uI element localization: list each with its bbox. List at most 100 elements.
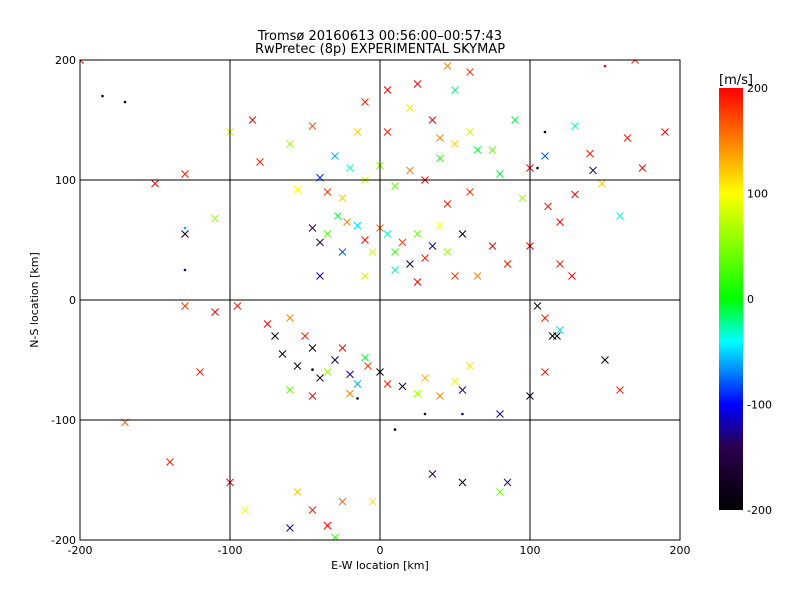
data-point-dot — [183, 268, 187, 272]
data-point-cross — [353, 128, 362, 136]
data-point-cross — [496, 410, 504, 418]
data-point-cross — [211, 308, 219, 316]
data-point-cross — [496, 170, 504, 178]
data-point-cross — [286, 524, 294, 532]
data-point-cross — [473, 272, 482, 280]
data-point-cross — [308, 224, 317, 232]
data-point-cross — [556, 218, 564, 226]
data-point-cross — [383, 230, 392, 238]
data-point-cross — [413, 389, 422, 398]
chart-title-line2: RwPretec (8p) EXPERIMENTAL SKYMAP — [255, 42, 505, 57]
data-point-cross — [368, 248, 377, 256]
colorbar-tick-label: -100 — [747, 399, 772, 412]
data-point-cross — [466, 128, 474, 136]
data-point-cross — [571, 190, 579, 199]
data-point-cross — [383, 128, 392, 136]
data-point-cross — [428, 470, 437, 478]
data-point-cross — [443, 62, 452, 70]
data-point-cross — [488, 242, 497, 250]
data-point-cross — [181, 170, 189, 178]
colorbar-tick-label: -200 — [747, 504, 772, 517]
data-point-cross — [556, 260, 564, 268]
data-point-cross — [443, 200, 452, 208]
x-tick-label: 0 — [377, 544, 384, 557]
data-point-cross — [496, 488, 504, 496]
data-point-cross — [616, 386, 624, 394]
data-point-dot — [311, 368, 314, 371]
data-point-cross — [323, 188, 332, 196]
data-point-cross — [233, 302, 242, 310]
data-point-cross — [623, 134, 632, 142]
data-point-cross — [391, 266, 399, 274]
data-point-cross — [286, 386, 294, 394]
data-point-cross — [383, 86, 392, 94]
data-point-cross — [556, 326, 564, 334]
data-point-cross — [271, 332, 279, 340]
data-point-cross — [241, 506, 249, 514]
y-axis-ticks: -200 -100 0 100 200 — [51, 54, 680, 547]
data-point-cross — [316, 238, 324, 247]
data-point-cross — [301, 332, 309, 340]
data-point-cross — [638, 164, 647, 172]
data-point-cross — [598, 179, 606, 188]
data-point-cross — [181, 230, 189, 238]
data-point-cross — [451, 140, 459, 148]
data-point-cross — [316, 272, 324, 280]
colorbar — [719, 88, 743, 510]
y-tick-label: 100 — [55, 174, 76, 187]
data-point-cross — [466, 68, 474, 76]
data-point-cross — [589, 166, 597, 175]
data-point-cross — [601, 356, 609, 364]
y-tick-label: -100 — [51, 414, 76, 427]
data-point-cross — [286, 140, 294, 148]
data-point-cross — [361, 98, 369, 106]
data-point-cross — [286, 314, 294, 322]
data-point-dot — [356, 397, 359, 400]
data-point-cross — [568, 272, 576, 280]
x-tick-label: -200 — [68, 544, 93, 557]
data-point-cross — [421, 254, 429, 262]
data-point-cross — [428, 116, 437, 124]
data-point-cross — [343, 218, 351, 226]
data-point-cross — [308, 344, 317, 352]
data-point-cross — [398, 238, 407, 247]
data-point-cross — [473, 146, 482, 154]
colorbar-label: [m/s] — [719, 73, 753, 88]
data-point-cross — [451, 377, 459, 386]
data-point-cross — [511, 116, 519, 124]
data-point-cross — [256, 158, 264, 166]
data-point-cross — [458, 386, 467, 394]
data-point-cross — [451, 272, 459, 280]
y-tick-label: 0 — [69, 294, 76, 307]
data-point-cross — [346, 389, 354, 398]
chart-title-line1: Tromsø 20160613 00:56:00–00:57:43 — [257, 29, 502, 44]
data-point-cross — [361, 272, 369, 280]
data-point-cross — [661, 128, 669, 136]
data-point-cross — [338, 344, 347, 352]
data-point-cross — [346, 164, 354, 172]
data-point-cross — [503, 260, 512, 268]
data-point-cross — [293, 488, 302, 496]
data-point-cross — [503, 478, 512, 487]
data-point-cross — [346, 370, 354, 379]
data-point-cross — [413, 278, 422, 286]
data-point-cross — [541, 152, 549, 160]
data-point-cross — [413, 80, 422, 88]
data-point-cross — [458, 230, 467, 238]
colorbar-tick-label: 0 — [747, 293, 754, 306]
data-point-cross — [553, 332, 561, 340]
data-point-cross — [436, 221, 444, 230]
data-point-cross — [368, 497, 377, 506]
data-point-dot — [536, 166, 539, 170]
data-point-cross — [383, 380, 392, 388]
data-point-cross — [308, 506, 317, 514]
data-point-cross — [166, 458, 174, 466]
data-point-cross — [466, 362, 474, 370]
data-point-cross — [533, 302, 542, 310]
data-point-cross — [451, 86, 459, 94]
data-point-cross — [428, 242, 437, 250]
x-axis-ticks: -200 -100 0 100 200 — [68, 60, 691, 557]
data-point-cross — [586, 149, 594, 158]
data-point-cross — [338, 497, 347, 506]
